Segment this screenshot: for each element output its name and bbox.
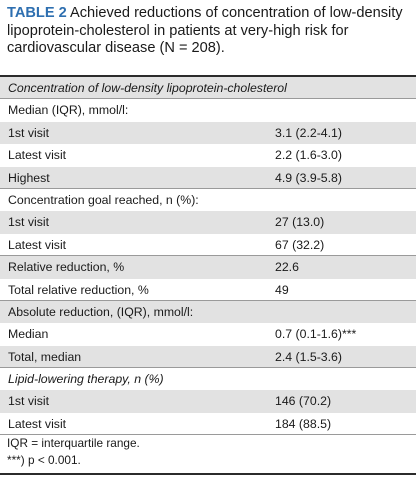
table-row: Median (IQR), mmol/l: [0, 99, 416, 121]
table-row: Total, median 2.4 (1.5-3.6) [0, 345, 416, 369]
row-label: Highest [8, 170, 50, 185]
table-row: 1st visit 27 (13.0) [0, 211, 416, 234]
table-row: Lipid-lowering therapy, n (%) [0, 368, 416, 390]
row-value: 184 (88.5) [275, 416, 332, 431]
row-value: 2.4 (1.5-3.6) [275, 349, 342, 364]
table-row: 1st visit 3.1 (2.2-4.1) [0, 121, 416, 145]
table-row: 1st visit 146 (70.2) [0, 390, 416, 413]
row-label: Median [8, 327, 49, 342]
row-label: Latest visit [8, 237, 67, 252]
bottom-rule [0, 473, 416, 475]
data-table: Concentration of low-density lipoprotein… [0, 75, 416, 436]
row-label: Concentration goal reached, n (%): [8, 192, 199, 207]
row-value: 67 (32.2) [275, 237, 325, 252]
table-title: Achieved reductions of concentration of … [7, 5, 403, 57]
table-row: Highest 4.9 (3.9-5.8) [0, 166, 416, 189]
row-value: 49 [275, 282, 289, 297]
row-value: 4.9 (3.9-5.8) [275, 170, 342, 185]
row-label: 1st visit [8, 394, 49, 409]
row-value: 27 (13.0) [275, 215, 325, 230]
row-label: Absolute reduction, (IQR), mmol/l: [8, 304, 194, 319]
table-row: Total relative reduction, % 49 [0, 279, 416, 301]
row-label: Latest visit [8, 148, 67, 163]
row-label: Relative reduction, % [8, 260, 125, 275]
table-row: Median 0.7 (0.1-1.6)*** [0, 323, 416, 345]
row-label: Lipid-lowering therapy, n (%) [8, 372, 164, 387]
table-label: TABLE 2 [7, 5, 67, 21]
row-value: 3.1 (2.2-4.1) [275, 125, 342, 140]
row-value: 22.6 [275, 260, 299, 275]
footnote-iqr: IQR = interquartile range. [7, 436, 140, 450]
row-label: Total, median [8, 349, 82, 364]
row-label: Total relative reduction, % [8, 282, 149, 297]
row-label: 1st visit [8, 125, 49, 140]
row-label: Concentration of low-density lipoprotein… [8, 81, 287, 95]
footnote-significance: ***) p < 0.001. [7, 453, 81, 467]
row-value: 146 (70.2) [275, 394, 332, 409]
row-label: Median (IQR), mmol/l: [8, 103, 129, 118]
table-row: Latest visit 2.2 (1.6-3.0) [0, 144, 416, 166]
table-row: Concentration goal reached, n (%): [0, 189, 416, 211]
row-label: Latest visit [8, 416, 67, 431]
row-value: 0.7 (0.1-1.6)*** [275, 327, 357, 342]
table-caption: TABLE 2 Achieved reductions of concentra… [7, 5, 407, 58]
table-row: Relative reduction, % 22.6 [0, 256, 416, 279]
row-label: 1st visit [8, 215, 49, 230]
table-row: Absolute reduction, (IQR), mmol/l: [0, 300, 416, 324]
table-row: Latest visit 67 (32.2) [0, 234, 416, 257]
row-value: 2.2 (1.6-3.0) [275, 148, 342, 163]
table-footnotes: IQR = interquartile range. ***) p < 0.00… [7, 435, 140, 469]
table-row: Latest visit 184 (88.5) [0, 413, 416, 436]
table-row: Concentration of low-density lipoprotein… [0, 77, 416, 100]
